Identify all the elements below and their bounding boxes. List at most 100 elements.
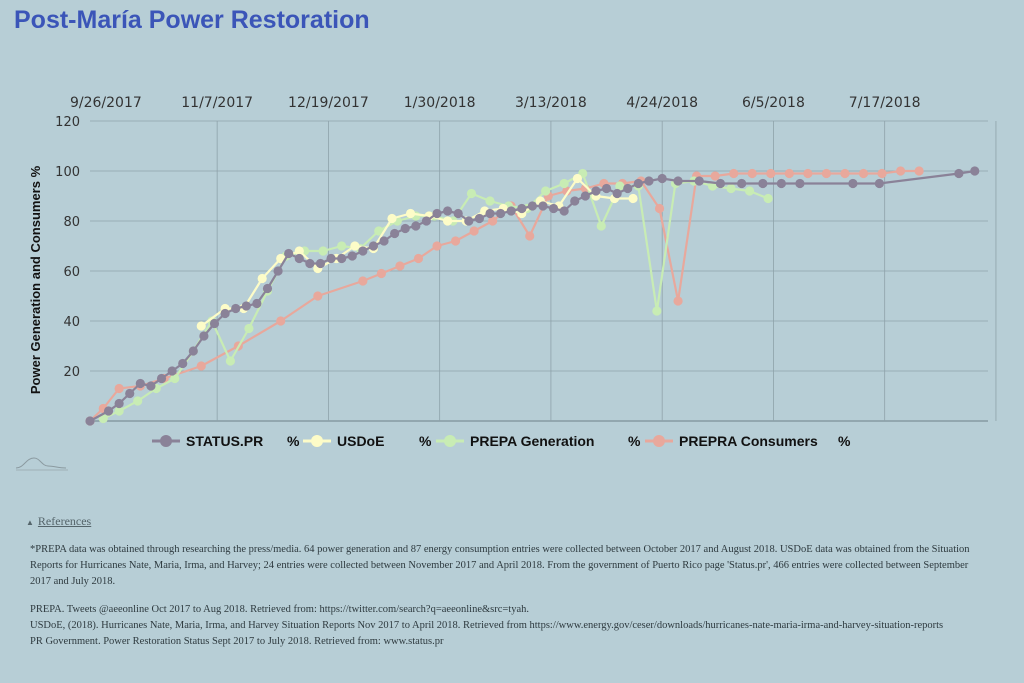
data-point[interactable] bbox=[443, 216, 453, 226]
data-point[interactable] bbox=[591, 186, 601, 196]
data-point[interactable] bbox=[374, 226, 384, 236]
data-point[interactable] bbox=[273, 266, 283, 276]
data-point[interactable] bbox=[114, 406, 124, 416]
data-point[interactable] bbox=[628, 193, 638, 204]
data-point[interactable] bbox=[970, 166, 980, 176]
data-point[interactable] bbox=[167, 366, 177, 376]
data-point[interactable] bbox=[305, 258, 315, 269]
data-point[interactable] bbox=[318, 246, 328, 256]
data-point[interactable] bbox=[85, 416, 95, 426]
data-point[interactable] bbox=[103, 406, 114, 416]
data-point[interactable] bbox=[114, 383, 124, 394]
data-point[interactable] bbox=[257, 273, 267, 284]
references-label[interactable]: References bbox=[37, 514, 92, 528]
data-point[interactable] bbox=[803, 168, 813, 179]
data-point[interactable] bbox=[432, 241, 442, 251]
data-point[interactable] bbox=[400, 223, 410, 234]
data-point[interactable] bbox=[848, 178, 858, 189]
data-point[interactable] bbox=[601, 183, 612, 194]
data-point[interactable] bbox=[469, 226, 479, 236]
data-point[interactable] bbox=[776, 178, 786, 189]
data-point[interactable] bbox=[411, 221, 421, 231]
data-point[interactable] bbox=[466, 188, 477, 199]
data-point[interactable] bbox=[284, 248, 294, 259]
data-point[interactable] bbox=[368, 241, 379, 251]
data-point[interactable] bbox=[652, 306, 662, 316]
data-point[interactable] bbox=[506, 206, 516, 216]
data-point[interactable] bbox=[644, 176, 654, 186]
data-point[interactable] bbox=[874, 178, 884, 189]
data-point[interactable] bbox=[474, 213, 484, 224]
data-point[interactable] bbox=[376, 268, 386, 279]
data-point[interactable] bbox=[395, 261, 405, 271]
data-point[interactable] bbox=[821, 168, 832, 179]
data-point[interactable] bbox=[673, 296, 683, 306]
data-point[interactable] bbox=[744, 186, 755, 196]
data-point[interactable] bbox=[350, 241, 360, 251]
data-point[interactable] bbox=[146, 381, 156, 391]
data-point[interactable] bbox=[612, 188, 622, 199]
data-point[interactable] bbox=[464, 216, 474, 226]
data-point[interactable] bbox=[525, 231, 535, 241]
data-point[interactable] bbox=[485, 196, 495, 206]
data-point[interactable] bbox=[405, 208, 416, 219]
data-point[interactable] bbox=[135, 378, 145, 389]
data-point[interactable] bbox=[858, 168, 869, 179]
data-point[interactable] bbox=[443, 206, 453, 216]
legend-label[interactable]: PREPRA Consumers bbox=[679, 433, 818, 449]
data-point[interactable] bbox=[358, 276, 368, 286]
data-point[interactable] bbox=[252, 298, 262, 309]
data-point[interactable] bbox=[580, 191, 590, 201]
data-point[interactable] bbox=[763, 193, 773, 204]
data-point[interactable] bbox=[294, 253, 304, 264]
data-point[interactable] bbox=[654, 203, 665, 214]
data-point[interactable] bbox=[615, 181, 625, 191]
data-point[interactable] bbox=[737, 178, 747, 189]
legend-label[interactable]: PREPA Generation bbox=[470, 433, 594, 449]
data-point[interactable] bbox=[188, 346, 198, 356]
references-toggle[interactable]: ▲ References bbox=[26, 514, 91, 529]
data-point[interactable] bbox=[758, 178, 768, 189]
data-point[interactable] bbox=[390, 228, 400, 239]
data-point[interactable] bbox=[548, 203, 559, 214]
data-point[interactable] bbox=[747, 168, 757, 179]
data-point[interactable] bbox=[840, 168, 850, 179]
data-point[interactable] bbox=[559, 178, 569, 189]
data-point[interactable] bbox=[231, 303, 241, 314]
data-point[interactable] bbox=[294, 246, 304, 256]
data-point[interactable] bbox=[178, 358, 188, 369]
legend-label[interactable]: USDoE bbox=[337, 433, 384, 449]
data-point[interactable] bbox=[262, 283, 273, 294]
data-point[interactable] bbox=[453, 208, 463, 219]
data-point[interactable] bbox=[559, 206, 569, 216]
data-point[interactable] bbox=[795, 178, 805, 189]
data-point[interactable] bbox=[895, 166, 906, 176]
data-point[interactable] bbox=[623, 183, 633, 194]
data-point[interactable] bbox=[527, 201, 537, 211]
data-point[interactable] bbox=[715, 178, 726, 189]
data-point[interactable] bbox=[244, 323, 254, 334]
data-point[interactable] bbox=[337, 241, 347, 251]
data-point[interactable] bbox=[694, 176, 704, 186]
data-point[interactable] bbox=[432, 208, 442, 219]
data-point[interactable] bbox=[954, 168, 964, 179]
data-point[interactable] bbox=[538, 201, 548, 211]
data-point[interactable] bbox=[209, 318, 220, 329]
data-point[interactable] bbox=[450, 236, 461, 246]
data-point[interactable] bbox=[347, 251, 357, 261]
data-point[interactable] bbox=[877, 168, 887, 179]
data-point[interactable] bbox=[784, 168, 794, 179]
data-point[interactable] bbox=[241, 301, 251, 311]
data-point[interactable] bbox=[313, 291, 323, 301]
data-point[interactable] bbox=[657, 173, 667, 184]
data-point[interactable] bbox=[156, 373, 167, 384]
data-point[interactable] bbox=[421, 216, 432, 226]
data-point[interactable] bbox=[196, 361, 206, 371]
data-point[interactable] bbox=[495, 208, 506, 219]
data-point[interactable] bbox=[596, 221, 606, 231]
data-point[interactable] bbox=[572, 173, 583, 184]
data-point[interactable] bbox=[387, 213, 397, 224]
data-point[interactable] bbox=[114, 398, 124, 409]
data-point[interactable] bbox=[170, 373, 180, 384]
data-point[interactable] bbox=[485, 208, 495, 219]
